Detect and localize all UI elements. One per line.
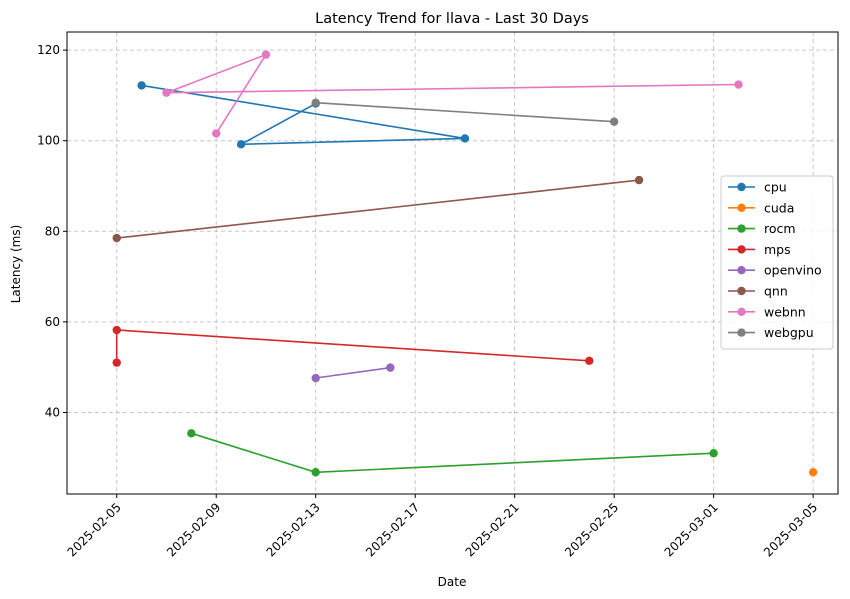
legend-label-rocm: rocm [764,221,796,236]
series-mps [112,325,594,367]
series-rocm [187,429,718,477]
data-point-openvino [311,373,320,383]
legend-label-cpu: cpu [764,180,787,195]
series-line-webnn [166,52,739,134]
data-point-qnn [112,233,121,243]
legend-marker-mps [737,245,746,254]
series-qnn [112,175,644,243]
legend-marker-cpu [737,182,746,192]
data-point-mps [112,358,121,367]
data-point-webgpu [311,98,320,107]
data-point-cpu [460,134,470,143]
legend-label-webgpu: webgpu [764,325,814,340]
series-line-cpu [141,84,466,146]
data-point-rocm [311,468,320,477]
data-point-webnn [212,129,221,138]
legend-item-webgpu: webgpu [728,325,814,340]
plot-frame [66,31,839,495]
data-point-cpu [137,81,146,90]
grid [67,32,838,494]
series-line-mps [115,329,590,363]
legend-label-webnn: webnn [764,304,806,319]
legend-item-qnn: qnn [728,284,788,299]
legend-label-openvino: openvino [764,263,822,278]
legend-label-cuda: cuda [764,200,794,215]
legend-label-qnn: qnn [764,284,788,299]
data-point-openvino [386,363,395,372]
series-line-openvino [315,366,391,379]
legend-marker-qnn [737,286,746,296]
data-point-webnn [734,80,743,89]
y-axis-title: Latency (ms) [9,225,23,304]
data-point-cuda [808,468,818,477]
series-openvino [311,363,395,383]
legend-frame [720,175,834,350]
legend-marker-openvino [737,266,746,275]
x-tick-label: 2025-03-01 [662,500,721,559]
legend-item-mps: mps [728,242,791,257]
data-point-qnn [634,175,644,185]
y-tick-label: 120 [37,43,60,57]
legend-label-mps: mps [764,242,791,257]
data-point-webgpu [609,117,619,126]
x-tick-label: 2025-02-21 [463,500,522,559]
y-tick-label: 100 [37,134,60,148]
x-tick-label: 2025-02-09 [164,500,223,559]
series-layer [112,50,818,477]
data-point-mps [585,356,594,366]
legend-item-cpu: cpu [728,180,787,195]
y-tick-label: 40 [45,405,60,419]
series-webgpu [311,98,619,126]
legend-marker-rocm [737,224,746,233]
legend-item-webnn: webnn [728,304,806,319]
legend-item-rocm: rocm [728,221,796,236]
data-point-rocm [709,449,718,458]
x-tick-label: 2025-02-17 [363,500,422,559]
x-tick-label: 2025-02-25 [562,500,621,559]
x-tick-label: 2025-02-13 [264,500,323,559]
legend-marker-webnn [737,307,746,316]
legend: cpu cuda rocm mps openvino qnn webnn webgpu [720,175,834,350]
axes: 2025-02-05 2025-02-09 2025-02-13 2025-02-17… [37,43,820,559]
data-point-cpu [236,140,246,149]
data-point-rocm [187,429,196,438]
series-line-rocm [191,432,714,474]
series-cuda [808,468,818,477]
series-line-qnn [116,179,640,239]
x-axis-title: Date [438,575,467,589]
y-tick-label: 80 [45,224,60,238]
chart-title: Latency Trend for llava - Last 30 Days [315,11,589,27]
legend-marker-webgpu [737,328,746,337]
series-webnn [162,50,743,138]
data-point-webnn [162,88,171,97]
x-tick-label: 2025-03-05 [761,500,820,559]
legend-item-cuda: cuda [728,200,794,215]
y-tick-label: 60 [45,315,60,329]
x-tick-label: 2025-02-05 [65,500,124,559]
data-point-mps [112,325,121,335]
data-point-webnn [261,50,271,59]
legend-marker-cuda [737,203,746,212]
legend-item-openvino: openvino [728,263,822,278]
series-line-webgpu [315,101,615,123]
